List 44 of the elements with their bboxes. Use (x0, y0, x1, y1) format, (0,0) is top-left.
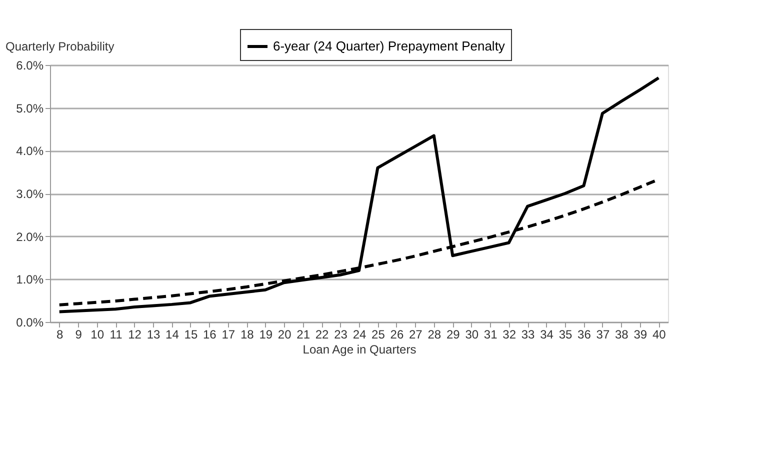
y-tick-label: 3.0% (16, 187, 44, 201)
x-axis-title: Loan Age in Quarters (302, 342, 416, 356)
y-tick-label: 4.0% (16, 144, 44, 158)
x-tick-label: 29 (446, 328, 460, 342)
y-axis-title: Quarterly Probability (6, 40, 114, 54)
legend-label: 6-year (24 Quarter) Prepayment Penalty (273, 38, 506, 54)
y-tick-label: 6.0% (16, 58, 44, 72)
x-tick-label: 20 (278, 328, 292, 342)
x-tick-label: 16 (203, 328, 217, 342)
x-tick-label: 33 (521, 328, 536, 342)
x-tick-label: 39 (634, 328, 648, 342)
x-tick-label: 11 (110, 328, 123, 342)
x-tick-label: 38 (615, 328, 629, 342)
x-tick-label: 26 (390, 328, 404, 342)
x-tick-label: 15 (184, 328, 198, 342)
x-tick-label: 27 (409, 328, 423, 342)
x-tick-label: 32 (502, 328, 516, 342)
x-tick-label: 19 (259, 328, 273, 342)
x-tick-label: 8 (56, 328, 64, 342)
x-tick-label: 28 (428, 328, 442, 342)
line-series (58, 76, 660, 314)
x-tick-label: 17 (222, 328, 236, 342)
y-tick-label: 0.0% (16, 316, 44, 330)
x-tick-label: 14 (166, 328, 180, 342)
y-tick-label: 5.0% (16, 101, 44, 116)
x-tick-label: 23 (334, 328, 348, 342)
x-tick-label: 35 (558, 328, 572, 342)
x-tick-label: 24 (352, 328, 366, 342)
x-tick-label: 40 (652, 328, 666, 342)
x-tick-label: 31 (484, 328, 498, 342)
y-tick-label: 1.0% (16, 272, 44, 287)
y-tick-label: 2.0% (16, 230, 44, 244)
x-tick-label: 34 (540, 328, 554, 342)
x-tick-label: 37 (596, 328, 610, 342)
x-tick-label: 25 (372, 328, 386, 342)
x-tick-label: 12 (128, 328, 142, 342)
x-tick-label: 18 (240, 328, 254, 342)
x-tick-label: 9 (75, 328, 82, 342)
x-tick-label: 22 (315, 328, 330, 342)
x-tick-label: 36 (578, 328, 592, 342)
x-tick-label: 21 (296, 328, 310, 342)
x-tick-label: 30 (465, 328, 479, 342)
x-tick-label: 10 (90, 328, 104, 342)
x-tick-label: 13 (146, 328, 160, 342)
